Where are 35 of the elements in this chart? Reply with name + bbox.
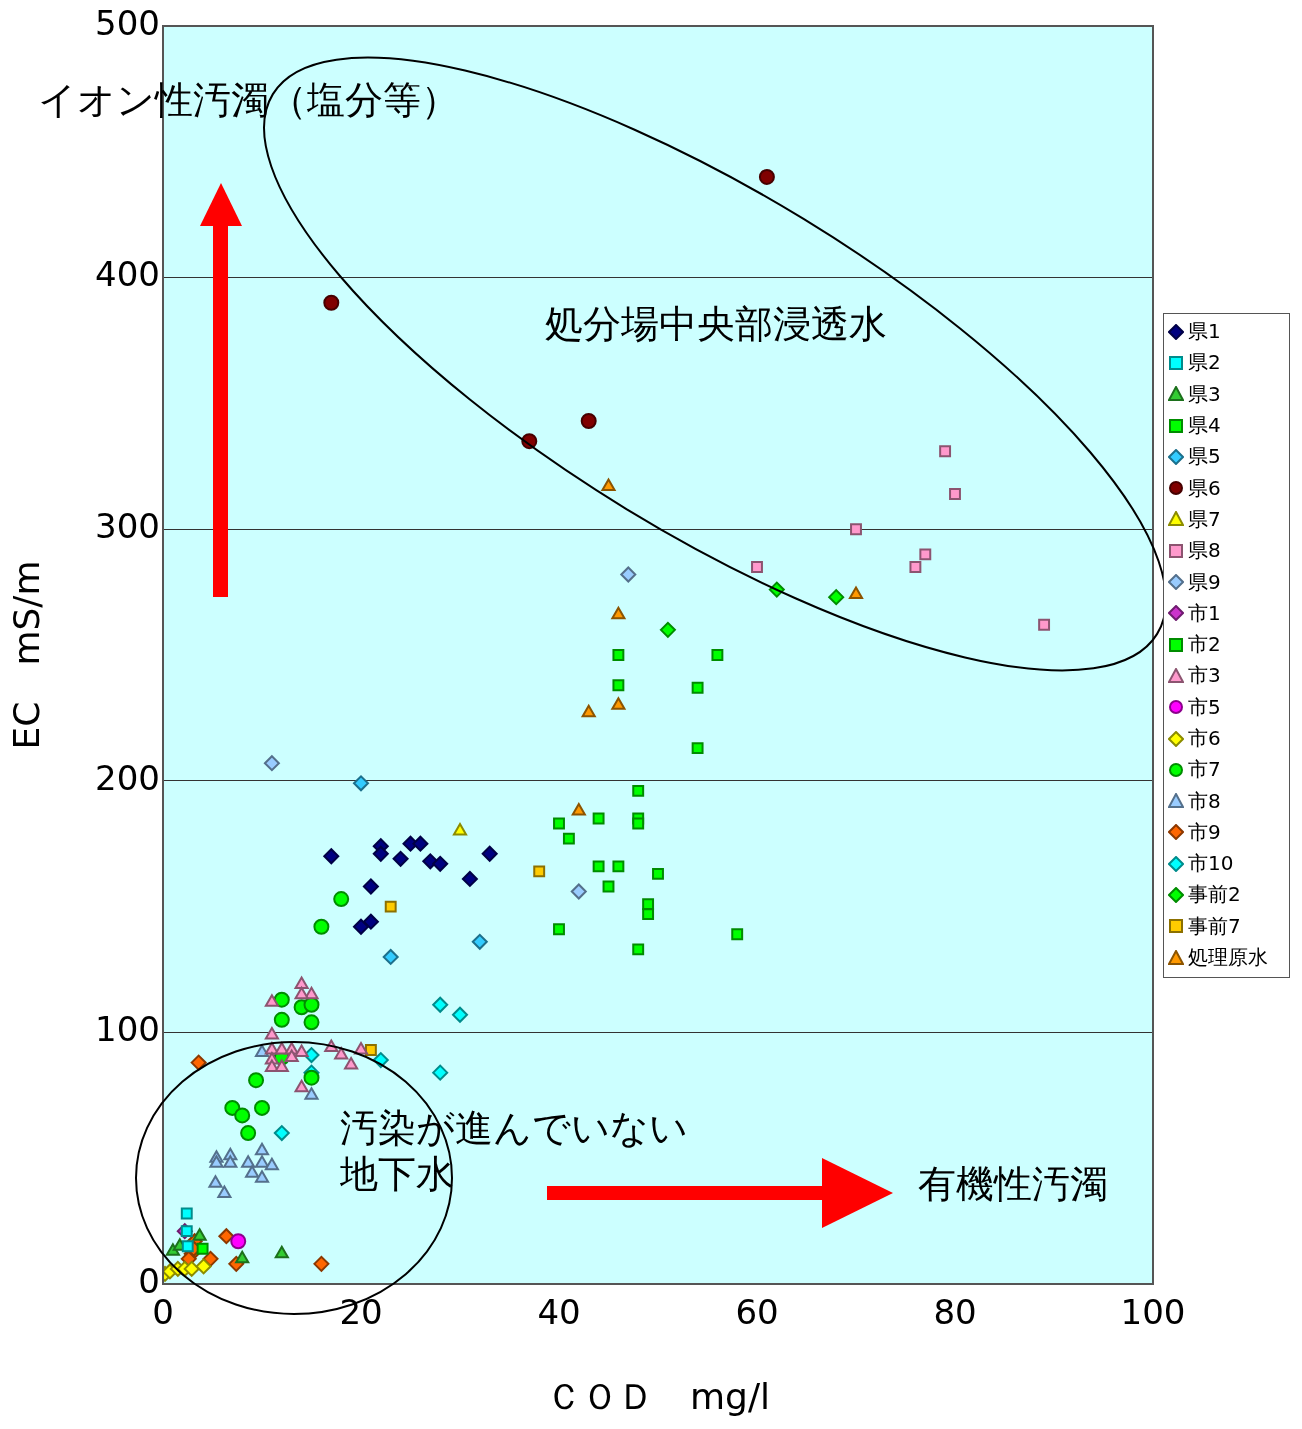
legend-label: 県7 (1188, 505, 1221, 533)
legend-label: 市8 (1188, 787, 1221, 815)
x-tick-label: 80 (933, 1292, 977, 1333)
x-axis-title: ＣＯＤ mg/l (545, 1375, 771, 1417)
legend-label: 事前2 (1188, 881, 1241, 909)
x-tick-label: 100 (1120, 1292, 1186, 1333)
legend-label: 市1 (1188, 599, 1221, 627)
legend-label: 県9 (1188, 568, 1221, 596)
x-tick-label: 20 (339, 1292, 383, 1333)
y-tick-label: 300 (95, 506, 160, 547)
annotation: 有機性汚濁 (918, 1162, 1108, 1208)
legend-label: 県3 (1188, 380, 1221, 408)
legend-label: 県1 (1188, 318, 1221, 346)
legend-label: 市7 (1188, 756, 1221, 784)
legend-label: 市3 (1188, 662, 1221, 690)
legend-label: 市10 (1188, 850, 1234, 878)
legend-label: 市5 (1188, 693, 1221, 721)
legend-label: 県4 (1188, 412, 1221, 440)
legend-label: 市9 (1188, 818, 1221, 846)
legend-label: 市2 (1188, 631, 1221, 659)
legend-label: 処理原水 (1188, 944, 1268, 972)
x-tick-label: 40 (537, 1292, 581, 1333)
x-tick-label: 60 (735, 1292, 779, 1333)
legend-label: 市6 (1188, 725, 1221, 752)
y-tick-label: 500 (95, 2, 160, 43)
legend-label: 県8 (1188, 537, 1221, 565)
legend-label: 県6 (1188, 474, 1221, 502)
y-axis-title: EC mS/m (5, 560, 47, 750)
y-tick-label: 100 (95, 1009, 160, 1050)
legend-label: 県5 (1188, 443, 1221, 471)
annotation: 処分場中央部浸透水 (545, 302, 887, 348)
y-tick-label: 200 (95, 757, 160, 798)
legend-label: 事前7 (1188, 912, 1241, 940)
y-tick-label: 400 (95, 254, 160, 295)
legend-label: 県2 (1188, 349, 1221, 377)
